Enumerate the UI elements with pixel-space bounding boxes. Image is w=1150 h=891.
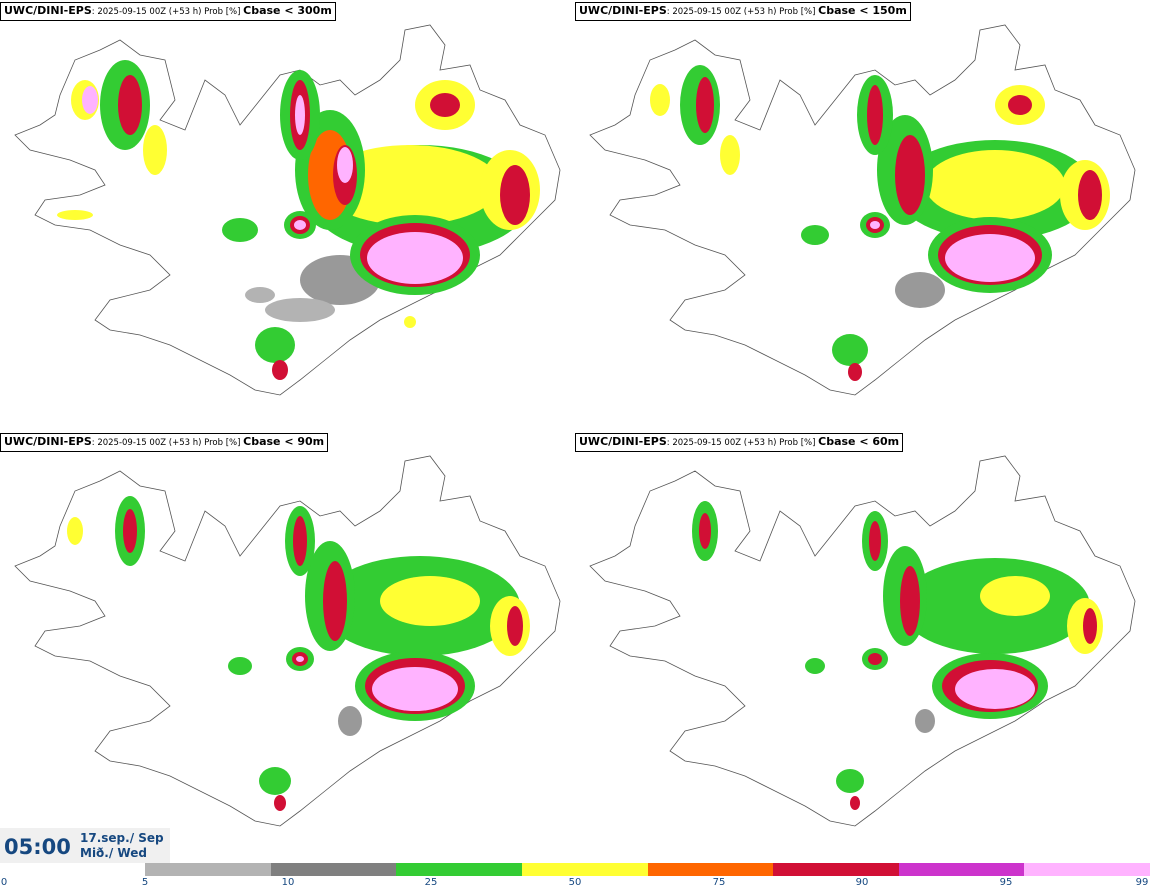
- valid-time: 05:00: [4, 835, 71, 859]
- panel-title: UWC/DINI-EPS: 2025-09-15 00Z (+53 h) Pro…: [575, 433, 904, 452]
- threshold-label: Cbase < 300m: [243, 4, 332, 17]
- panel-title: UWC/DINI-EPS: 2025-09-15 00Z (+53 h) Pro…: [0, 433, 329, 452]
- iceland-probability-map: [14, 455, 561, 827]
- iceland-probability-map: [589, 24, 1136, 396]
- colorbar-tick-label: 75: [712, 877, 726, 888]
- map-panel-cbase-150: UWC/DINI-EPS: 2025-09-15 00Z (+53 h) Pro…: [575, 0, 1150, 430]
- iceland-probability-map: [14, 24, 561, 396]
- map-panel-cbase-60: UWC/DINI-EPS: 2025-09-15 00Z (+53 h) Pro…: [575, 431, 1150, 861]
- map-panel-cbase-90: UWC/DINI-EPS: 2025-09-15 00Z (+53 h) Pro…: [0, 431, 575, 861]
- colorbar-tick-label: 25: [424, 877, 438, 888]
- valid-time-box: 05:00 17.sep./ Sep Mið./ Wed: [0, 828, 170, 863]
- colorbar-tick-label: 0: [0, 877, 8, 888]
- colorbar-bin: [396, 863, 522, 876]
- panel-title: UWC/DINI-EPS: 2025-09-15 00Z (+53 h) Pro…: [575, 2, 911, 21]
- colorbar-tick-label: 99: [1135, 877, 1149, 888]
- colorbar-bin: [270, 863, 397, 876]
- threshold-label: Cbase < 90m: [243, 435, 325, 448]
- threshold-label: Cbase < 60m: [818, 435, 900, 448]
- probability-colorbar: [145, 863, 1150, 876]
- colorbar-bin: [647, 863, 774, 876]
- colorbar-tick-label: 10: [281, 877, 295, 888]
- model-name: UWC/DINI-EPS: [4, 4, 92, 17]
- colorbar-bin: [773, 863, 899, 876]
- run-meta: : 2025-09-15 00Z (+53 h) Prob [%]: [91, 438, 244, 448]
- probability-field: [650, 65, 1110, 381]
- model-name: UWC/DINI-EPS: [4, 435, 92, 448]
- colorbar-tick-label: 5: [141, 877, 149, 888]
- colorbar-bin: [1024, 863, 1150, 876]
- map-panel-cbase-300: UWC/DINI-EPS: 2025-09-15 00Z (+53 h) Pro…: [0, 0, 575, 430]
- valid-weekday: Mið./ Wed: [80, 846, 147, 860]
- colorbar-bin: [521, 863, 648, 876]
- probability-field: [692, 501, 1103, 810]
- run-meta: : 2025-09-15 00Z (+53 h) Prob [%]: [666, 7, 819, 17]
- probability-field: [57, 60, 540, 380]
- colorbar-bin: [898, 863, 1025, 876]
- model-name: UWC/DINI-EPS: [579, 435, 667, 448]
- valid-date: 17.sep./ Sep: [80, 831, 164, 845]
- run-meta: : 2025-09-15 00Z (+53 h) Prob [%]: [91, 7, 244, 17]
- colorbar-tick-label: 90: [855, 877, 869, 888]
- probability-field: [67, 496, 530, 811]
- model-name: UWC/DINI-EPS: [579, 4, 667, 17]
- colorbar-bin: [145, 863, 271, 876]
- panel-title: UWC/DINI-EPS: 2025-09-15 00Z (+53 h) Pro…: [0, 2, 336, 21]
- iceland-probability-map: [589, 455, 1136, 827]
- colorbar-tick-label: 95: [999, 877, 1013, 888]
- colorbar-tick-label: 50: [568, 877, 582, 888]
- run-meta: : 2025-09-15 00Z (+53 h) Prob [%]: [666, 438, 819, 448]
- threshold-label: Cbase < 150m: [818, 4, 907, 17]
